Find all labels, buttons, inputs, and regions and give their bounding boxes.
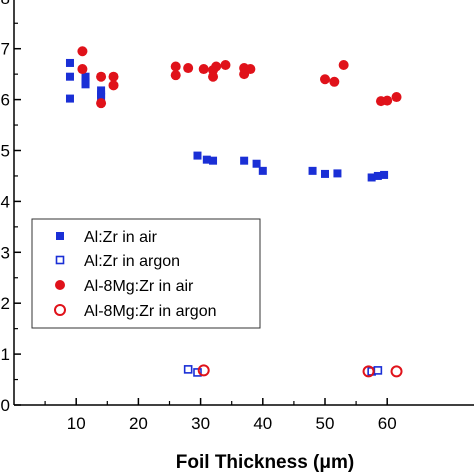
data-point [108, 71, 119, 82]
data-point [81, 80, 90, 89]
data-point [97, 86, 106, 95]
y-tick-label: 1 [1, 345, 10, 364]
x-tick-label: 50 [316, 414, 335, 433]
y-tick-label: 4 [1, 192, 10, 211]
data-point [108, 80, 119, 91]
data-point [373, 171, 382, 180]
x-tick-label: 20 [129, 414, 148, 433]
legend-label: Al-8Mg:Zr in argon [84, 303, 217, 320]
data-point [252, 159, 261, 168]
data-point [390, 365, 403, 378]
y-tick-label: 8 [1, 0, 10, 8]
data-point [245, 64, 256, 75]
y-tick-label: 6 [1, 91, 10, 110]
data-point [65, 94, 74, 103]
data-marks [65, 46, 403, 378]
data-point [77, 46, 88, 57]
data-point [183, 365, 193, 374]
data-point [308, 166, 317, 175]
data-point [65, 58, 74, 67]
x-tick-label: 30 [191, 414, 210, 433]
data-point [380, 170, 389, 179]
data-point [197, 364, 210, 377]
legend-marker [55, 255, 65, 265]
data-point [202, 155, 211, 164]
data-point [208, 71, 219, 82]
x-axis-title: Foil Thickness (μm) [176, 452, 354, 473]
legend-marker [54, 304, 66, 316]
legend-marker [56, 232, 64, 240]
data-point [97, 93, 106, 102]
y-tick-label: 2 [1, 294, 10, 313]
data-point [333, 169, 342, 178]
data-point [211, 61, 222, 72]
data-point [65, 72, 74, 81]
data-point [183, 63, 194, 74]
data-point [367, 173, 376, 182]
data-point [77, 64, 88, 75]
data-point [362, 365, 375, 378]
data-point [193, 368, 202, 377]
data-point [320, 74, 330, 85]
data-point [96, 98, 107, 109]
data-point [170, 70, 181, 81]
data-point [209, 156, 218, 165]
data-point [193, 151, 202, 160]
data-point [338, 59, 349, 70]
x-tick-label: 10 [67, 414, 86, 433]
legend-label: Al-8Mg:Zr in air [84, 278, 194, 295]
data-point [96, 71, 107, 82]
data-point [220, 59, 231, 70]
y-tick-label: 3 [1, 243, 10, 262]
legend-label: Al:Zr in argon [84, 253, 180, 270]
ticks: 10 20 30 40 50 60 0 1 2 3 4 5 6 7 8 [1, 0, 397, 433]
data-point [382, 95, 393, 106]
data-point [240, 156, 249, 165]
data-point [170, 61, 181, 72]
y-tick-label: 7 [1, 40, 10, 59]
legend-label: Al:Zr in air [84, 229, 158, 246]
data-point [373, 366, 383, 375]
axes [13, 0, 474, 406]
data-point [329, 76, 340, 87]
y-tick-label: 0 [1, 396, 10, 415]
data-point [391, 92, 402, 103]
data-point [81, 72, 90, 81]
y-tick-label: 5 [1, 142, 10, 161]
x-tick-label: 60 [378, 414, 397, 433]
legend-marker [55, 280, 65, 290]
data-point [321, 169, 329, 178]
data-point [198, 64, 209, 75]
legend-box [31, 218, 261, 329]
legend: Al:Zr in air Al:Zr in argon Al-8Mg:Zr in a… [31, 218, 261, 329]
data-point [258, 166, 267, 175]
x-tick-label: 40 [253, 414, 272, 433]
